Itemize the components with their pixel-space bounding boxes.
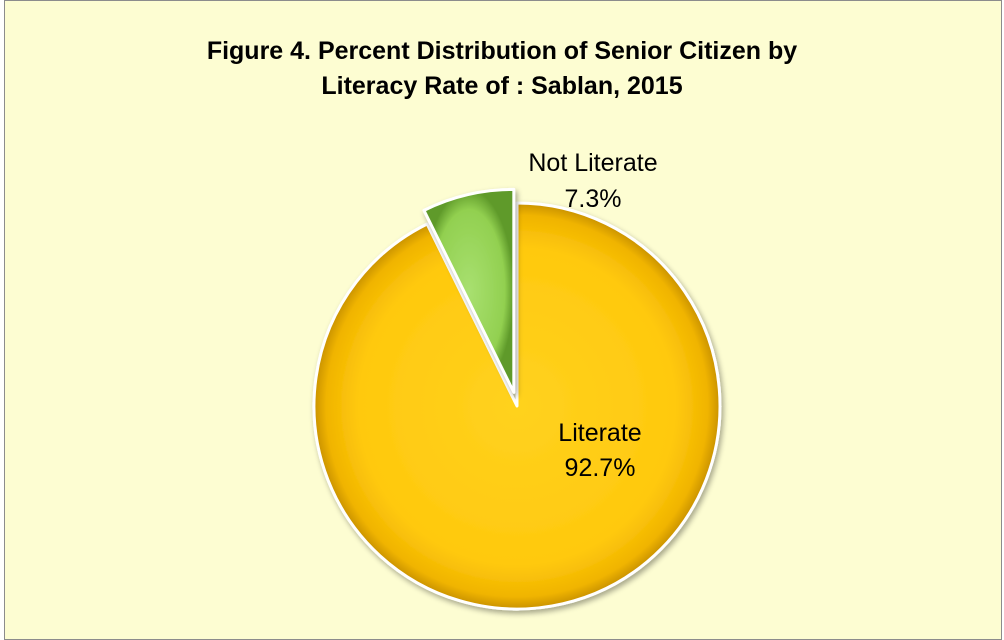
data-value-literate: 92.7% [565,454,636,482]
data-label-not-literate: Not Literate [528,149,657,177]
chart-title-line-2: Literacy Rate of : Sablan, 2015 [321,72,683,100]
pie-slice-literate [312,201,722,611]
pie-slice-not-literate [422,187,516,394]
chart-title: Figure 4. Percent Distribution of Senior… [0,34,1004,104]
data-label-literate: Literate [558,419,641,447]
data-value-not-literate: 7.3% [565,185,622,213]
chart-title-line-1: Figure 4. Percent Distribution of Senior… [206,37,798,65]
